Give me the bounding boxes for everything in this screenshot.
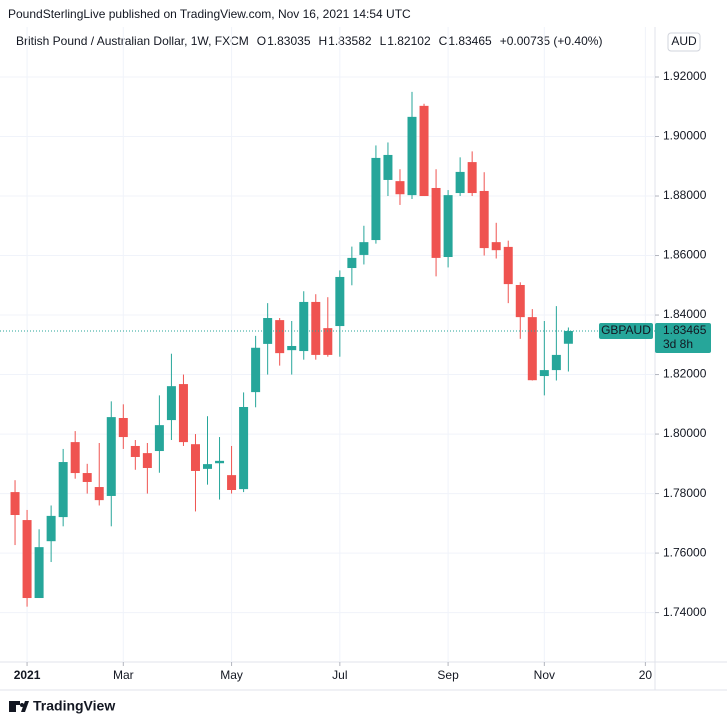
- x-tick-label: Sep: [437, 668, 459, 682]
- candle-body: [190, 444, 200, 471]
- candle-body: [22, 520, 32, 599]
- x-tick-label: Jul: [332, 668, 347, 682]
- legend-key: H: [319, 34, 328, 48]
- candle-body: [70, 442, 80, 474]
- legend-value: 1.83582: [328, 34, 372, 48]
- legend-key: C: [439, 34, 448, 48]
- legend-key: O: [257, 34, 266, 48]
- candle-body: [82, 473, 92, 482]
- candle-body: [431, 187, 441, 258]
- y-tick-label: 1.80000: [663, 426, 707, 440]
- candle-body: [239, 406, 249, 490]
- candle-body: [503, 246, 513, 285]
- candle-body: [515, 284, 525, 318]
- legend-change: +0.00735 (+0.40%): [500, 34, 603, 48]
- candle-body: [563, 330, 573, 344]
- legend-value: 1.82102: [387, 34, 431, 48]
- price-value: 1.83465: [663, 323, 707, 337]
- candle-body: [215, 460, 225, 464]
- y-tick-label: 1.92000: [663, 69, 707, 83]
- y-tick-label: 1.76000: [663, 545, 707, 559]
- x-tick-label: Nov: [534, 668, 555, 682]
- currency: AUD: [671, 34, 697, 48]
- candle-body: [106, 417, 116, 496]
- x-tick-label: Mar: [113, 668, 134, 682]
- candle-body: [527, 317, 537, 381]
- x-tick-label: 2021: [14, 668, 41, 682]
- candle-body: [407, 116, 417, 196]
- candle-body: [311, 301, 321, 355]
- logo: [9, 701, 29, 712]
- y-tick-label: 1.88000: [663, 188, 707, 202]
- symbol-tag: [599, 322, 653, 339]
- candle-body: [118, 417, 128, 438]
- x-tick-label: 20: [639, 668, 653, 682]
- candle-body: [359, 242, 369, 255]
- legend-symbol: British Pound / Australian Dollar, 1W, F…: [16, 34, 249, 48]
- brand: TradingView: [33, 698, 115, 714]
- candle-body: [395, 181, 405, 195]
- legend: British Pound / Australian Dollar, 1W, F…: [16, 34, 602, 48]
- legend-value: 1.83035: [267, 34, 311, 48]
- y-tick-label: 1.74000: [663, 605, 707, 619]
- candle-body: [203, 464, 213, 469]
- candle-body: [34, 547, 44, 599]
- y-tick-label: 1.84000: [663, 307, 707, 321]
- candle-body: [491, 242, 501, 251]
- candle-body: [371, 157, 381, 241]
- legend-key: L: [380, 34, 387, 48]
- candle-body: [46, 515, 56, 542]
- candle-body: [335, 276, 345, 327]
- candle-body: [227, 475, 237, 491]
- candle-body: [178, 384, 188, 443]
- candle-body: [166, 386, 176, 421]
- candle-body: [551, 354, 561, 371]
- legend-value: 1.83465: [448, 34, 492, 48]
- candle-body: [94, 487, 104, 501]
- candle-body: [251, 347, 261, 393]
- candle-body: [58, 462, 68, 518]
- candle-body: [323, 328, 333, 355]
- y-tick-label: 1.86000: [663, 248, 707, 262]
- candle-body: [154, 425, 164, 452]
- candle-body: [455, 171, 465, 194]
- y-tick-label: 1.78000: [663, 486, 707, 500]
- y-tick-label: 1.82000: [663, 367, 707, 381]
- candle-body: [467, 162, 477, 194]
- publisher: PoundSterlingLive published on TradingVi…: [8, 7, 411, 21]
- candle-body: [419, 105, 429, 197]
- currency-box[interactable]: [667, 32, 701, 52]
- candle-body: [275, 320, 285, 354]
- candle-body: [299, 301, 309, 352]
- candle-body: [10, 492, 20, 516]
- candle-body: [479, 190, 489, 249]
- y-tick-label: 1.90000: [663, 129, 707, 143]
- candle-body: [142, 453, 152, 468]
- symbol-label: GBPAUD: [601, 323, 651, 337]
- countdown: 3d 8h: [663, 337, 693, 351]
- candle-body: [443, 195, 453, 258]
- candle-body: [347, 257, 357, 269]
- x-tick-label: May: [220, 668, 243, 682]
- price-tag: [655, 322, 711, 353]
- candle-body: [383, 154, 393, 180]
- candle-body: [539, 370, 549, 377]
- candle-body: [130, 445, 140, 457]
- candle-body: [287, 345, 297, 351]
